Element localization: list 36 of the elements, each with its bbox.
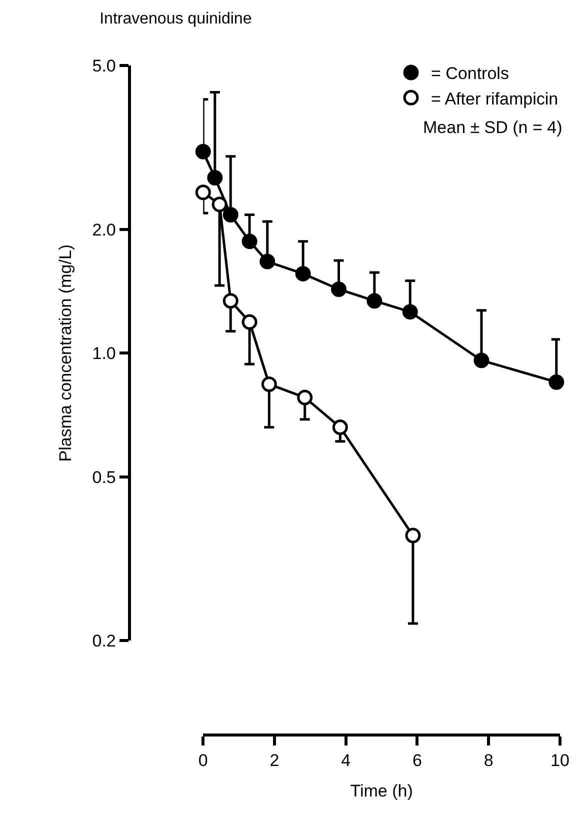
point [474,352,490,368]
y-axis-title: Plasma concentration (mg/L) [56,244,75,462]
legend-label: = Controls [431,64,509,84]
point [207,170,223,186]
legend-label: = After rifampicin [431,89,558,108]
point [295,266,311,282]
x-tick-label: 10 [550,750,570,770]
x-tick-label: 4 [341,750,351,770]
point [366,293,382,309]
point [261,376,277,392]
point [242,314,258,330]
y-tick-label: 0.2 [92,631,116,650]
point [297,390,313,406]
x-axis-title: Time (h) [350,781,413,800]
point [195,184,211,200]
point [330,281,346,297]
chart-title: Intravenous quinidine [100,10,252,28]
point [195,144,211,160]
x-tick-label: 0 [198,750,208,770]
point [222,207,238,223]
y-tick-label: 2.0 [92,220,116,240]
point [402,304,418,320]
x-tick-label: 2 [270,750,280,770]
annotation: Mean ± SD (n = 4) [423,118,562,137]
point [260,254,276,270]
y-tick-label: 1.0 [92,344,116,364]
point [332,420,348,436]
y-tick-label: 5.0 [92,56,116,76]
point [548,374,564,390]
y-tick-label: 0.5 [92,468,116,487]
x-tick-label: 8 [484,750,494,770]
point [222,293,238,309]
point [242,234,258,250]
point [405,528,421,544]
point [212,196,228,212]
x-tick-label: 6 [412,750,422,770]
